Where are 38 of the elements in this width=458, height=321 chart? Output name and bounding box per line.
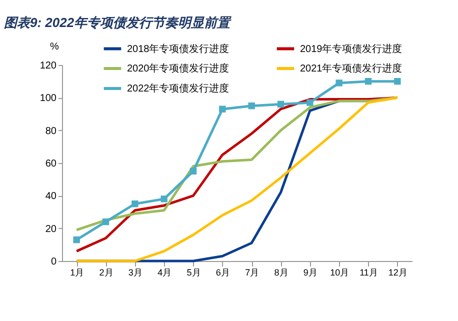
chart-title: 图表9: 2022年专项债发行节奏明显前置 [4, 15, 232, 30]
x-tick-label: 3月 [128, 268, 142, 278]
point [364, 78, 372, 85]
point [160, 196, 168, 202]
point [394, 78, 401, 85]
x-tick-label: 4月 [158, 268, 172, 278]
x-tick-label: 8月 [274, 268, 288, 278]
y-tick-label: 120 [40, 60, 57, 72]
x-tick-label: 9月 [303, 268, 318, 278]
point [73, 236, 80, 244]
y-axis-title: % [50, 42, 60, 52]
y-tick-label: 100 [40, 93, 57, 104]
legend-label: 2018年专项债发行进度 [127, 42, 230, 55]
point [219, 106, 226, 112]
x-tick-label: 11月 [360, 268, 378, 278]
point [248, 102, 255, 110]
x-tick-label: 12月 [388, 268, 408, 278]
x-tick-label: 7月 [245, 268, 260, 278]
legend-label: 2021年专项债发行进度 [300, 62, 402, 74]
y-tick-label: 40 [45, 191, 57, 202]
x-tick-label: 5月 [186, 268, 201, 278]
point [190, 168, 197, 175]
x-tick-label: 10月 [330, 268, 350, 278]
point [336, 80, 342, 86]
legend-label: 2020年专项债发行进度 [127, 62, 230, 74]
y-tick-label: 0 [50, 256, 57, 268]
point [132, 200, 138, 208]
point [306, 99, 314, 106]
y-tick-label: 20 [45, 224, 57, 235]
x-tick-label: 1月 [70, 268, 84, 278]
y-tick-label: 60 [45, 158, 57, 170]
legend-label: 2019年专项债发行进度 [300, 42, 402, 55]
point [102, 218, 110, 226]
legend-label: 2022年专项债发行进度 [127, 82, 230, 94]
point [277, 100, 284, 108]
x-tick-label: 6月 [216, 268, 230, 278]
x-tick-label: 2月 [99, 268, 114, 278]
y-tick-label: 80 [45, 126, 57, 137]
